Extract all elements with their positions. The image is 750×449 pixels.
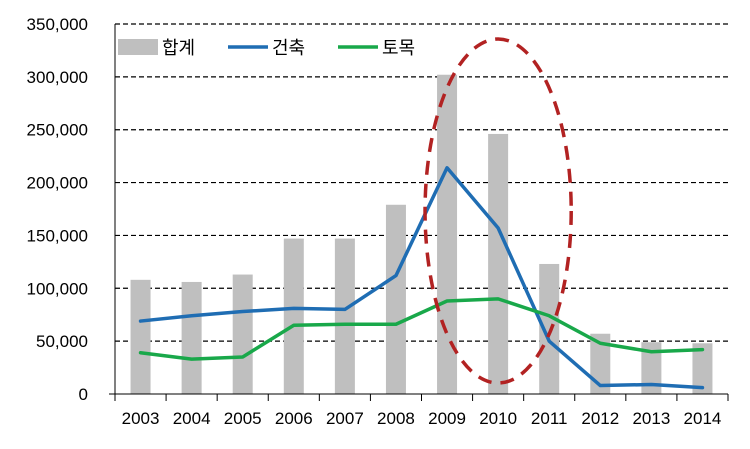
x-tick-label: 2008 bbox=[377, 409, 415, 428]
y-tick-label: 200,000 bbox=[27, 174, 88, 193]
x-tick-label: 2005 bbox=[224, 409, 262, 428]
legend-label-토목: 토목 bbox=[382, 38, 415, 59]
legend-swatch-합계 bbox=[118, 39, 158, 55]
highlight-ellipse bbox=[423, 37, 573, 385]
x-tick-label: 2011 bbox=[531, 409, 568, 428]
bar-합계-2011 bbox=[539, 263, 560, 394]
x-tick-label: 2014 bbox=[684, 409, 722, 428]
x-tick-label: 2010 bbox=[479, 409, 517, 428]
x-tick-label: 2007 bbox=[326, 409, 364, 428]
x-axis-ticks: 2003 2004 2005 2006 2007 2008 2009 2010 2011 2012… bbox=[122, 409, 722, 428]
x-tick-label: 2004 bbox=[173, 409, 211, 428]
legend: 합계 건축 토목 bbox=[118, 38, 415, 59]
bar-합계-2014 bbox=[692, 343, 713, 394]
y-tick-label: 50,000 bbox=[36, 332, 88, 351]
legend-label-합계: 합계 bbox=[162, 38, 195, 59]
bar-series bbox=[130, 74, 713, 394]
y-axis-ticks: 0 50,000 100,000 150,000 200,000 250,000 300,0… bbox=[27, 15, 88, 404]
line-series bbox=[138, 166, 705, 390]
x-tick-label: 2003 bbox=[122, 409, 160, 428]
bar-합계-2008 bbox=[385, 204, 406, 394]
bar-합계-2004 bbox=[181, 281, 202, 394]
bar-합계-2003 bbox=[130, 279, 151, 394]
bar-합계-2007 bbox=[334, 238, 355, 394]
y-tick-label: 150,000 bbox=[27, 226, 88, 245]
axes bbox=[109, 24, 729, 401]
x-tick-label: 2009 bbox=[428, 409, 466, 428]
bar-합계-2010 bbox=[488, 133, 509, 394]
line-건축 bbox=[138, 166, 705, 390]
x-tick-label: 2012 bbox=[581, 409, 619, 428]
y-tick-label: 250,000 bbox=[27, 121, 88, 140]
line-토목 bbox=[138, 297, 705, 361]
y-tick-label: 300,000 bbox=[27, 68, 88, 87]
bar-합계-2005 bbox=[232, 274, 253, 394]
y-tick-label: 0 bbox=[79, 385, 88, 404]
y-tick-label: 100,000 bbox=[27, 279, 88, 298]
x-tick-label: 2006 bbox=[275, 409, 313, 428]
bar-합계-2013 bbox=[641, 342, 662, 394]
legend-label-건축: 건축 bbox=[272, 38, 305, 59]
x-tick-label: 2013 bbox=[632, 409, 670, 428]
y-tick-label: 350,000 bbox=[27, 15, 88, 34]
annotation bbox=[423, 37, 573, 385]
bar-합계-2006 bbox=[283, 238, 304, 394]
bar-합계-2009 bbox=[437, 74, 458, 394]
gridlines bbox=[115, 23, 728, 342]
